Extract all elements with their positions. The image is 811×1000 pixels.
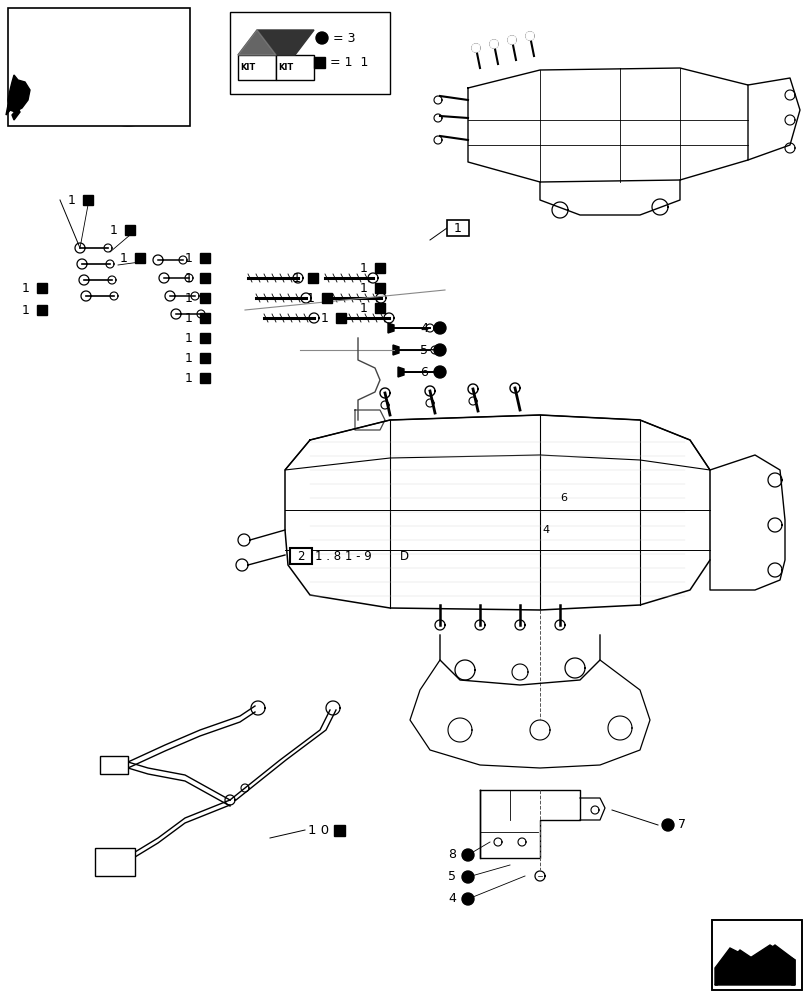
Text: KIT: KIT <box>240 62 255 72</box>
Text: 1: 1 <box>185 352 193 364</box>
Bar <box>100 756 128 774</box>
Text: D: D <box>400 550 409 562</box>
Circle shape <box>661 819 673 831</box>
Text: 5: 5 <box>419 344 427 357</box>
Text: 7: 7 <box>677 818 685 832</box>
Text: 6: 6 <box>419 365 427 378</box>
Text: 1: 1 <box>360 261 367 274</box>
Text: 1: 1 <box>360 302 367 314</box>
Circle shape <box>433 322 445 334</box>
Bar <box>375 303 384 313</box>
Circle shape <box>461 849 474 861</box>
Circle shape <box>433 366 445 378</box>
Text: 4: 4 <box>419 322 427 334</box>
Bar <box>334 824 345 836</box>
Polygon shape <box>714 945 794 985</box>
Polygon shape <box>238 30 314 55</box>
Text: 8: 8 <box>448 848 456 861</box>
Bar <box>200 253 210 263</box>
Text: = 3: = 3 <box>333 31 355 44</box>
Polygon shape <box>393 345 398 355</box>
Circle shape <box>461 871 474 883</box>
Text: 1: 1 <box>307 292 315 304</box>
Text: = 1  1: = 1 1 <box>329 55 368 68</box>
Text: 1: 1 <box>320 312 328 324</box>
Polygon shape <box>238 30 276 55</box>
Bar <box>135 253 145 263</box>
Polygon shape <box>12 108 20 120</box>
Text: 1 . 8 1 - 9: 1 . 8 1 - 9 <box>315 550 371 562</box>
Text: 1: 1 <box>22 282 30 294</box>
Polygon shape <box>714 945 794 985</box>
Polygon shape <box>717 963 789 987</box>
Bar <box>446 220 469 236</box>
Text: 1: 1 <box>185 292 193 304</box>
Text: 1: 1 <box>453 222 461 234</box>
Text: 1: 1 <box>360 282 367 294</box>
Bar <box>125 225 135 235</box>
Text: 2: 2 <box>297 550 304 562</box>
Bar <box>230 12 389 94</box>
Bar <box>238 55 276 80</box>
Bar <box>37 305 47 315</box>
Bar <box>314 56 325 68</box>
Text: 5: 5 <box>448 870 456 884</box>
Polygon shape <box>397 367 404 377</box>
Bar <box>336 313 345 323</box>
Text: 1: 1 <box>22 304 30 316</box>
Bar <box>200 373 210 383</box>
Circle shape <box>315 32 328 44</box>
Circle shape <box>526 32 534 40</box>
Bar <box>322 293 332 303</box>
Text: 1 0: 1 0 <box>307 824 328 836</box>
Bar <box>200 313 210 323</box>
Text: 4: 4 <box>448 892 456 906</box>
Text: 6: 6 <box>560 493 566 503</box>
Bar <box>307 273 318 283</box>
Text: 1: 1 <box>293 271 301 284</box>
Text: 4: 4 <box>541 525 548 535</box>
Bar <box>200 333 210 343</box>
Circle shape <box>471 44 479 52</box>
Polygon shape <box>714 935 794 985</box>
Circle shape <box>489 40 497 48</box>
Circle shape <box>433 344 445 356</box>
Bar <box>8 8 190 126</box>
Bar <box>290 548 311 564</box>
Bar <box>200 353 210 363</box>
Bar <box>375 283 384 293</box>
Text: 1: 1 <box>185 271 193 284</box>
Bar <box>37 283 47 293</box>
Text: 1: 1 <box>185 371 193 384</box>
Text: 1: 1 <box>120 251 128 264</box>
Bar <box>83 195 93 205</box>
Text: 1: 1 <box>68 194 76 207</box>
Text: 1: 1 <box>185 312 193 324</box>
Bar <box>375 263 384 273</box>
Text: 1: 1 <box>185 251 193 264</box>
Bar <box>200 273 210 283</box>
Text: 1: 1 <box>110 224 118 236</box>
Polygon shape <box>6 100 16 115</box>
Polygon shape <box>388 323 393 333</box>
Bar <box>95 848 135 876</box>
Text: 1: 1 <box>185 332 193 344</box>
Polygon shape <box>8 75 30 112</box>
Bar <box>711 920 801 990</box>
Bar <box>200 293 210 303</box>
Text: KIT: KIT <box>277 62 293 72</box>
Circle shape <box>508 36 515 44</box>
Bar <box>276 55 314 80</box>
Bar <box>711 920 801 990</box>
Circle shape <box>461 893 474 905</box>
